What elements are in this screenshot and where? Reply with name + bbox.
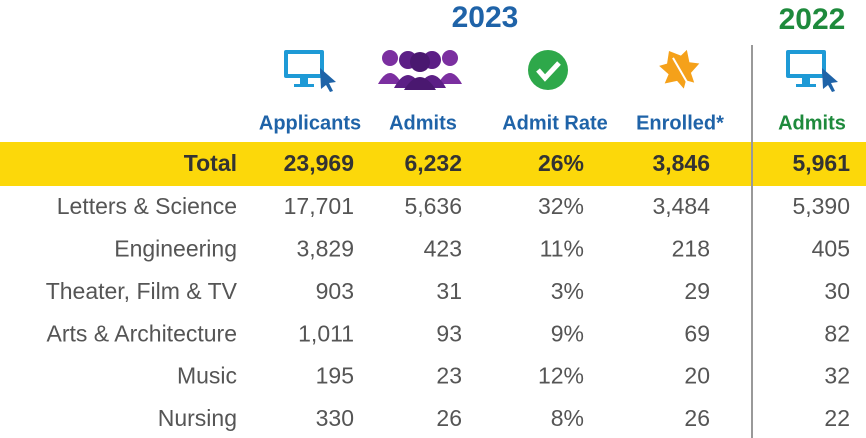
cell: 30 — [824, 278, 850, 304]
column-header: Enrolled* — [636, 112, 724, 134]
cell: 23,969 — [284, 150, 354, 176]
row-label: Engineering — [114, 235, 237, 261]
row-label: Music — [177, 363, 237, 389]
cell: 330 — [316, 405, 354, 431]
cell: 31 — [436, 278, 462, 304]
cell: 3,829 — [296, 235, 354, 261]
cell: 405 — [812, 235, 850, 261]
computer-icon — [284, 50, 336, 92]
cell: 20 — [684, 363, 710, 389]
cell: 93 — [436, 320, 462, 346]
cell: 5,390 — [792, 193, 850, 219]
column-header: Admit Rate — [502, 112, 608, 134]
cell: 6,232 — [404, 150, 462, 176]
cell: 82 — [824, 320, 850, 346]
cell: 26% — [538, 150, 584, 176]
column-header: Applicants — [259, 112, 361, 134]
row-label: Theater, Film & TV — [46, 278, 238, 304]
cell: 12% — [538, 363, 584, 389]
year-2022: 2022 — [779, 3, 846, 36]
cell: 3,846 — [652, 150, 710, 176]
row-label: Letters & Science — [57, 193, 237, 219]
cell: 3,484 — [652, 193, 710, 219]
cell: 1,011 — [298, 320, 354, 346]
row-label: Arts & Architecture — [47, 320, 237, 346]
cell: 22 — [824, 405, 850, 431]
cell: 903 — [316, 278, 354, 304]
row-label: Total — [184, 150, 237, 176]
cell: 3% — [551, 278, 584, 304]
cell: 5,961 — [792, 150, 850, 176]
cell: 26 — [684, 405, 710, 431]
cell: 9% — [551, 320, 584, 346]
cell: 26 — [436, 405, 462, 431]
cell: 8% — [551, 405, 584, 431]
year-2023: 2023 — [452, 1, 519, 34]
cell: 29 — [684, 278, 710, 304]
cell: 32% — [538, 193, 584, 219]
computer-icon — [786, 50, 838, 92]
people-icon — [378, 50, 462, 90]
row-label: Nursing — [158, 405, 237, 431]
column-header: Admits — [389, 112, 457, 134]
cell: 218 — [672, 235, 710, 261]
cell: 69 — [684, 320, 710, 346]
check-icon — [528, 50, 568, 90]
cell: 11% — [540, 235, 584, 261]
cell: 423 — [424, 235, 462, 261]
column-header: Admits — [778, 112, 846, 134]
total-band — [0, 142, 866, 186]
cell: 17,701 — [284, 193, 354, 219]
cell: 5,636 — [404, 193, 462, 219]
cell: 32 — [824, 363, 850, 389]
cell: 195 — [316, 363, 354, 389]
leaf-icon — [659, 49, 700, 94]
cell: 23 — [436, 363, 462, 389]
